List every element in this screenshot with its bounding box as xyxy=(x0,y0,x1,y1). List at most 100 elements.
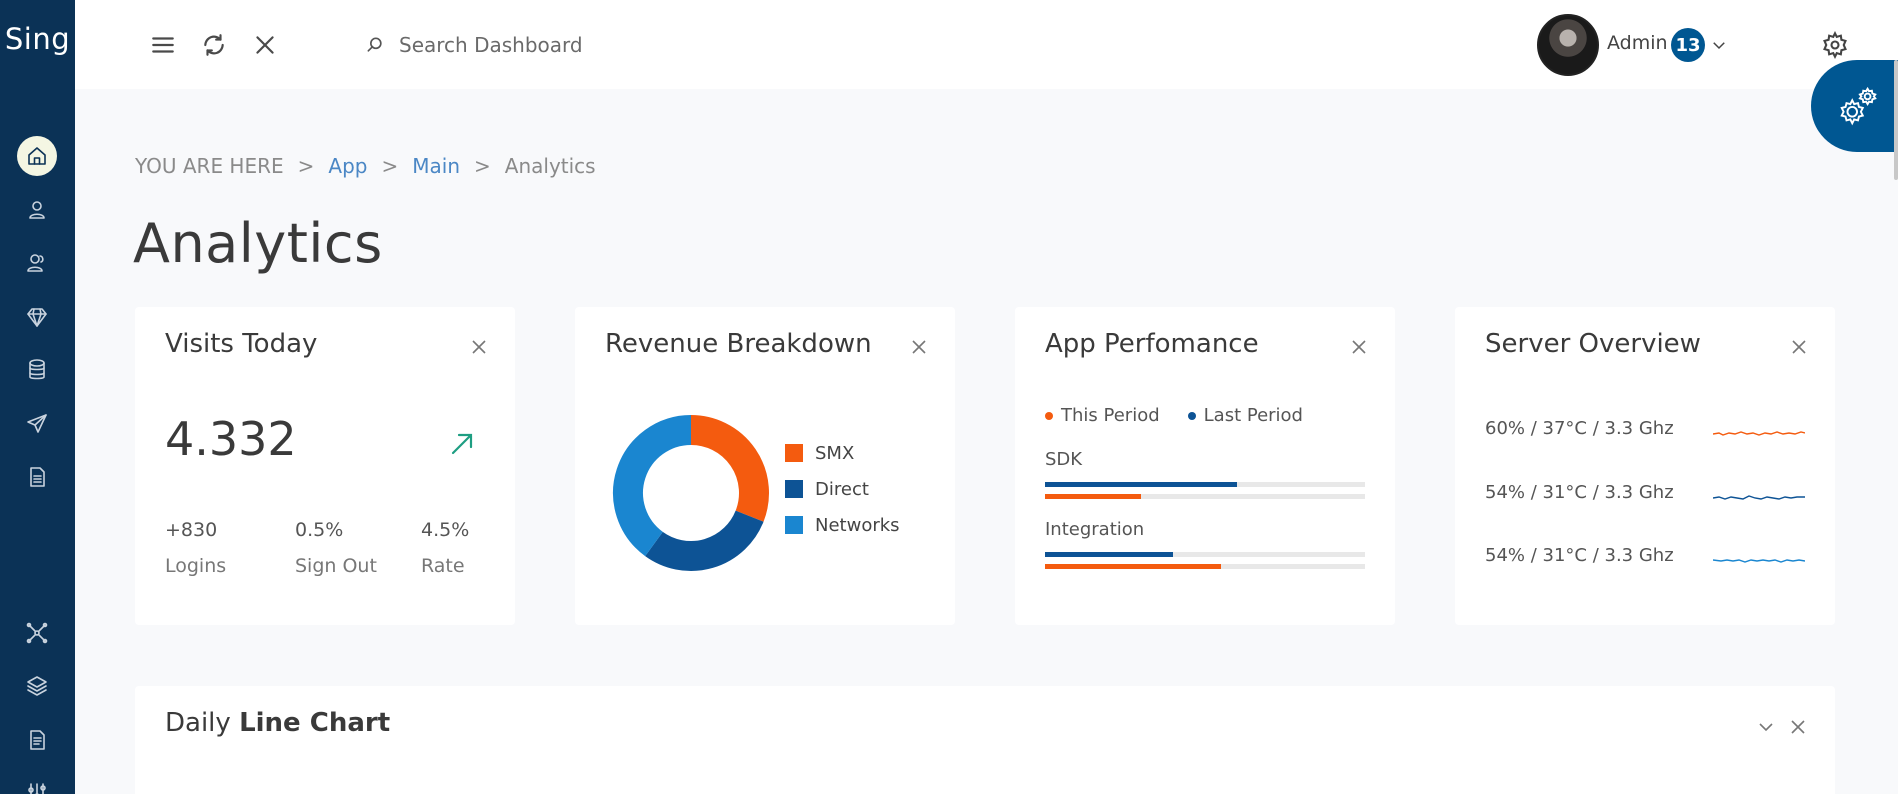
user-name[interactable]: Admin xyxy=(1607,32,1668,54)
revenue-legend: SMX Direct Networks xyxy=(785,435,900,543)
settings-button[interactable] xyxy=(1821,30,1849,60)
card-close-button[interactable] xyxy=(911,339,927,355)
sidebar-item-profile[interactable] xyxy=(16,189,58,231)
collapse-button[interactable] xyxy=(1757,718,1775,736)
stat-sign-out: 0.5% Sign Out xyxy=(295,519,377,577)
sidebar-item-file-list[interactable] xyxy=(16,719,58,761)
sidebar-item-settings[interactable] xyxy=(16,772,58,794)
refresh-button[interactable] xyxy=(197,28,231,62)
visits-value: 4.332 xyxy=(165,412,297,466)
breadcrumb-separator: > xyxy=(474,154,491,178)
donut-slice-smx[interactable] xyxy=(690,415,769,522)
sidebar-item-home[interactable] xyxy=(16,135,58,177)
gear-icon xyxy=(1823,30,1847,60)
users-icon xyxy=(27,254,44,272)
sparkline xyxy=(1712,552,1806,568)
menu-toggle-button[interactable] xyxy=(146,28,180,62)
server-stat-row: 54% / 31°C / 3.3 Ghz xyxy=(1485,482,1674,503)
visits-today-card: Visits Today 4.332 +830 Logins 0.5% Sign… xyxy=(135,307,515,625)
stat-logins: +830 Logins xyxy=(165,519,227,577)
theme-settings-button[interactable] xyxy=(1811,60,1898,152)
sliders-icon xyxy=(28,783,46,794)
revenue-breakdown-card: Revenue Breakdown SMX Direct Networks xyxy=(575,307,955,625)
breadcrumb: YOU ARE HERE > App > Main > Analytics xyxy=(135,154,596,178)
card-close-button[interactable] xyxy=(1789,718,1807,736)
server-stat-row: 60% / 37°C / 3.3 Ghz xyxy=(1485,418,1674,439)
legend-item-smx[interactable]: SMX xyxy=(785,435,900,471)
scrollbar[interactable] xyxy=(1894,60,1898,180)
sidebar: Sing xyxy=(0,0,75,794)
progress-sdk-last xyxy=(1045,482,1365,487)
progress-integration-last xyxy=(1045,552,1365,557)
database-icon xyxy=(29,359,45,380)
breadcrumb-app[interactable]: App xyxy=(328,154,368,178)
breadcrumb-prefix: YOU ARE HERE xyxy=(135,154,284,178)
breadcrumb-separator: > xyxy=(381,154,399,178)
card-title: Revenue Breakdown xyxy=(605,329,872,359)
card-title: Visits Today xyxy=(165,329,318,359)
daily-line-chart-card: Daily Line Chart xyxy=(135,686,1835,794)
sparkline xyxy=(1712,425,1806,441)
network-icon xyxy=(26,622,48,644)
close-icon xyxy=(472,340,486,354)
gears-icon xyxy=(1840,86,1877,126)
sidebar-item-document[interactable] xyxy=(16,456,58,498)
home-icon xyxy=(28,147,46,165)
layers-icon xyxy=(27,676,47,696)
chevron-down-icon xyxy=(1713,42,1725,50)
hamburger-icon xyxy=(152,37,174,53)
legend-last-period: Last Period xyxy=(1187,405,1303,426)
trend-up-icon xyxy=(449,431,475,457)
file-list-icon xyxy=(30,730,45,750)
breadcrumb-current: Analytics xyxy=(504,154,596,178)
document-icon xyxy=(30,467,45,487)
legend-item-direct[interactable]: Direct xyxy=(785,471,900,507)
stat-rate: 4.5% Rate xyxy=(421,519,470,577)
donut-slice-networks[interactable] xyxy=(613,415,692,557)
metric-label-sdk: SDK xyxy=(1045,449,1083,470)
card-close-button[interactable] xyxy=(471,339,487,355)
search-bar xyxy=(365,28,745,62)
page-title: Analytics xyxy=(133,212,383,275)
close-icon xyxy=(912,340,926,354)
sidebar-item-network[interactable] xyxy=(16,612,58,654)
search-input[interactable] xyxy=(399,33,719,57)
donut-slice-direct[interactable] xyxy=(645,510,764,571)
legend-item-networks[interactable]: Networks xyxy=(785,507,900,543)
legend-this-period: This Period xyxy=(1045,405,1160,426)
avatar[interactable] xyxy=(1537,14,1599,76)
breadcrumb-separator: > xyxy=(297,154,315,178)
app-performance-card: App Perfomance This Period Last Period S… xyxy=(1015,307,1395,625)
breadcrumb-main[interactable]: Main xyxy=(412,154,461,178)
notification-badge[interactable]: 13 xyxy=(1671,28,1705,62)
progress-integration-this xyxy=(1045,564,1365,569)
sparkline xyxy=(1712,489,1805,505)
diamond-icon xyxy=(27,308,47,327)
close-icon xyxy=(1352,340,1366,354)
sidebar-item-users[interactable] xyxy=(16,242,58,284)
sidebar-item-diamond[interactable] xyxy=(16,296,58,338)
search-icon xyxy=(367,37,382,52)
progress-sdk-this xyxy=(1045,494,1365,499)
close-icon xyxy=(256,36,274,54)
send-icon xyxy=(27,414,47,433)
card-title: App Perfomance xyxy=(1045,329,1259,359)
sidebar-item-send[interactable] xyxy=(16,403,58,445)
card-close-button[interactable] xyxy=(1791,339,1807,355)
user-menu-dropdown[interactable] xyxy=(1710,36,1728,54)
sidebar-item-layers[interactable] xyxy=(16,665,58,707)
top-header xyxy=(75,0,1898,89)
close-button[interactable] xyxy=(248,28,282,62)
card-close-button[interactable] xyxy=(1351,339,1367,355)
user-icon xyxy=(29,201,45,219)
close-icon xyxy=(1791,720,1805,734)
close-icon xyxy=(1792,340,1806,354)
revenue-donut-chart xyxy=(613,415,769,571)
card-title: Server Overview xyxy=(1485,329,1701,359)
server-stat-row: 54% / 31°C / 3.3 Ghz xyxy=(1485,545,1674,566)
performance-legend: This Period Last Period xyxy=(1045,405,1303,426)
chevron-down-icon xyxy=(1759,723,1773,732)
sidebar-item-database[interactable] xyxy=(16,349,58,391)
brand-logo[interactable]: Sing xyxy=(4,22,71,56)
server-overview-card: Server Overview 60% / 37°C / 3.3 Ghz 54%… xyxy=(1455,307,1835,625)
